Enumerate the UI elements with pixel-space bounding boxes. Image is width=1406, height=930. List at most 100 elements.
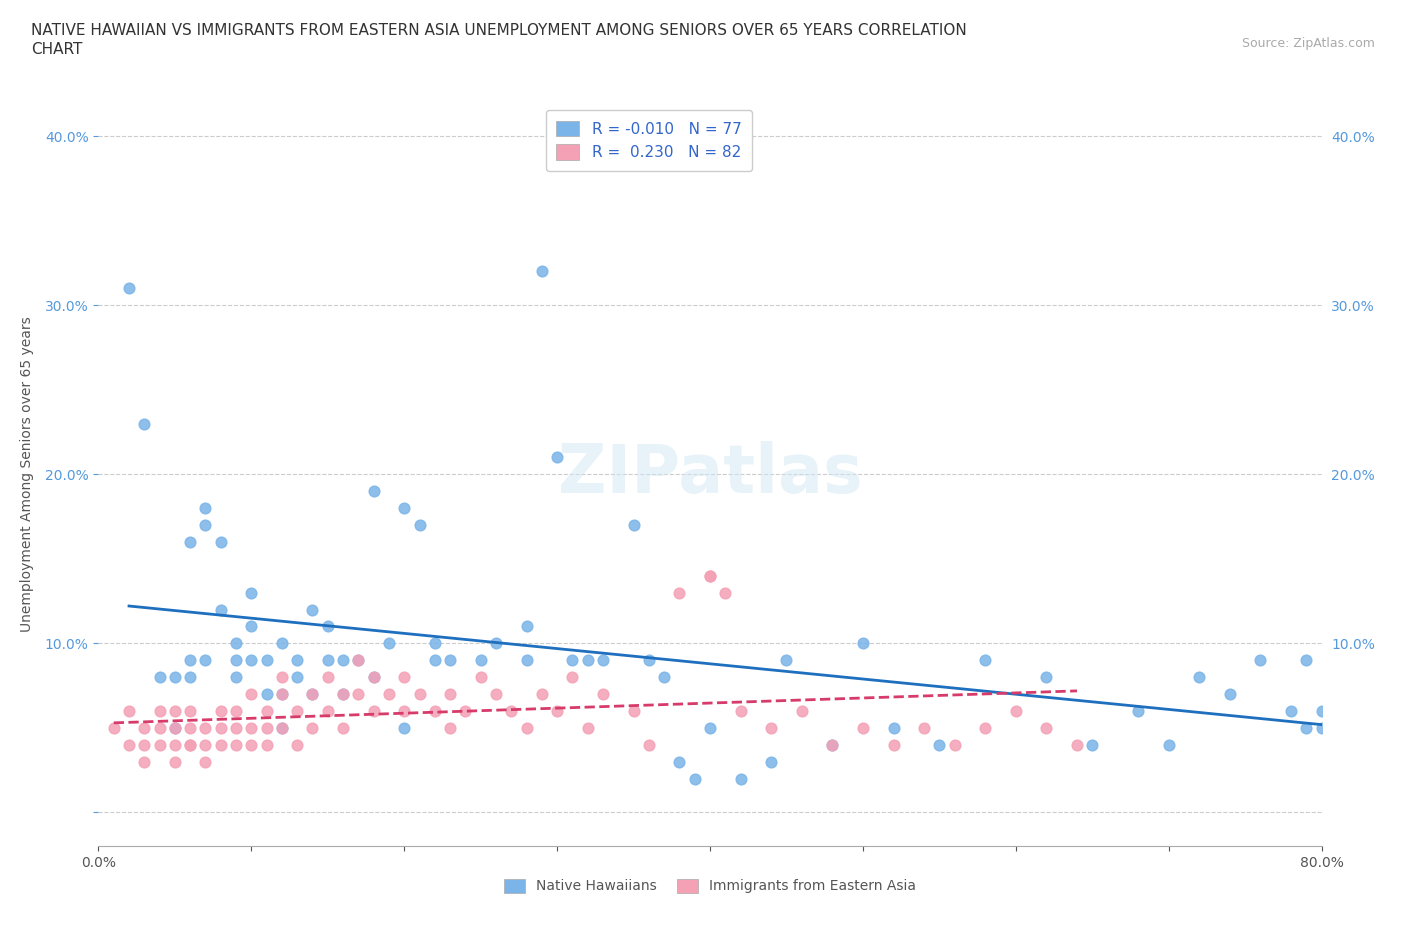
Point xyxy=(163,754,186,769)
Point xyxy=(516,721,538,736)
Point xyxy=(347,653,370,668)
Point xyxy=(225,670,247,684)
Point xyxy=(637,653,661,668)
Point xyxy=(912,721,935,736)
Point xyxy=(194,754,217,769)
Point xyxy=(301,602,323,617)
Point xyxy=(821,737,844,752)
Point xyxy=(240,619,263,634)
Point xyxy=(1004,704,1026,719)
Point xyxy=(194,500,217,515)
Point xyxy=(225,721,247,736)
Point xyxy=(332,721,354,736)
Point xyxy=(240,585,263,600)
Point xyxy=(179,704,201,719)
Point xyxy=(1295,653,1317,668)
Point xyxy=(149,721,172,736)
Point xyxy=(134,721,156,736)
Point xyxy=(270,686,292,701)
Point xyxy=(516,653,538,668)
Point xyxy=(485,636,508,651)
Point xyxy=(576,653,599,668)
Point xyxy=(501,704,523,719)
Point xyxy=(576,721,599,736)
Point xyxy=(301,686,323,701)
Point xyxy=(530,264,553,279)
Point xyxy=(454,704,477,719)
Point xyxy=(363,484,385,498)
Point xyxy=(270,721,292,736)
Point xyxy=(194,721,217,736)
Point xyxy=(149,704,172,719)
Point xyxy=(408,686,430,701)
Point xyxy=(363,670,385,684)
Point xyxy=(134,416,156,431)
Point xyxy=(332,686,354,701)
Point xyxy=(378,686,401,701)
Point xyxy=(285,670,308,684)
Point xyxy=(363,670,385,684)
Point xyxy=(149,670,172,684)
Point xyxy=(883,737,905,752)
Point xyxy=(790,704,813,719)
Point xyxy=(1035,721,1057,736)
Point xyxy=(439,721,461,736)
Point xyxy=(1066,737,1088,752)
Point xyxy=(637,737,661,752)
Point xyxy=(699,721,721,736)
Point xyxy=(256,653,278,668)
Point xyxy=(316,653,339,668)
Point xyxy=(730,704,752,719)
Point xyxy=(1157,737,1180,752)
Point xyxy=(240,653,263,668)
Point xyxy=(270,670,292,684)
Point xyxy=(439,686,461,701)
Point xyxy=(516,619,538,634)
Point xyxy=(256,721,278,736)
Point xyxy=(775,653,797,668)
Point xyxy=(392,721,416,736)
Point xyxy=(347,653,370,668)
Point xyxy=(163,721,186,736)
Point xyxy=(225,653,247,668)
Point xyxy=(316,670,339,684)
Point xyxy=(256,737,278,752)
Point xyxy=(423,653,446,668)
Point xyxy=(699,568,721,583)
Point xyxy=(1310,704,1333,719)
Point xyxy=(408,518,430,533)
Point xyxy=(209,704,232,719)
Point xyxy=(209,737,232,752)
Point xyxy=(149,737,172,752)
Point xyxy=(759,721,782,736)
Point xyxy=(301,686,323,701)
Point xyxy=(821,737,844,752)
Point xyxy=(592,686,614,701)
Point xyxy=(103,721,125,736)
Point xyxy=(1035,670,1057,684)
Text: NATIVE HAWAIIAN VS IMMIGRANTS FROM EASTERN ASIA UNEMPLOYMENT AMONG SENIORS OVER : NATIVE HAWAIIAN VS IMMIGRANTS FROM EASTE… xyxy=(31,23,967,38)
Point xyxy=(270,686,292,701)
Point xyxy=(392,704,416,719)
Point xyxy=(225,704,247,719)
Point xyxy=(256,686,278,701)
Point xyxy=(134,754,156,769)
Point xyxy=(240,721,263,736)
Text: CHART: CHART xyxy=(31,42,83,57)
Point xyxy=(118,281,141,296)
Point xyxy=(1128,704,1150,719)
Point xyxy=(179,535,201,550)
Point xyxy=(1249,653,1271,668)
Point xyxy=(179,737,201,752)
Point xyxy=(225,636,247,651)
Point xyxy=(623,704,645,719)
Point xyxy=(974,653,997,668)
Point xyxy=(561,653,583,668)
Point xyxy=(194,737,217,752)
Point xyxy=(546,450,568,465)
Point xyxy=(943,737,966,752)
Point xyxy=(423,704,446,719)
Text: Source: ZipAtlas.com: Source: ZipAtlas.com xyxy=(1241,37,1375,50)
Point xyxy=(163,670,186,684)
Point xyxy=(163,737,186,752)
